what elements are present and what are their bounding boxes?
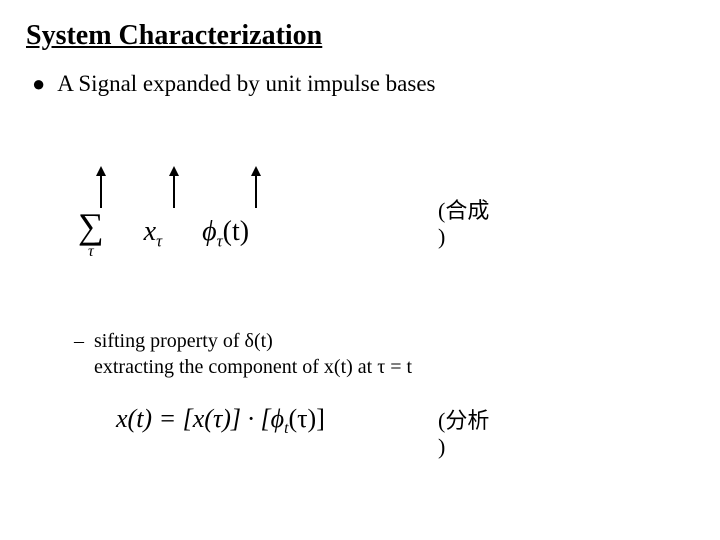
bullet-dot-icon: ● (32, 70, 45, 98)
phi-arg: (t) (223, 216, 249, 247)
sigma-subscript: τ (88, 244, 94, 260)
dash-icon: – (74, 328, 84, 354)
bullet-text: A Signal expanded by unit impulse bases (57, 70, 435, 98)
term-x-sub: τ (156, 232, 162, 251)
sigma-symbol: ∑ (78, 208, 104, 244)
term-phi-tau-t: ϕτ(t) (202, 216, 249, 252)
page-title: System Characterization (26, 20, 694, 52)
anno-synthesis-line1: (合成 (438, 198, 489, 224)
anno-analysis-line1: (分析 (438, 408, 489, 434)
formula2-head: x(t) = [x(τ)] · [ϕ (116, 404, 284, 433)
synthesis-formula-area: ∑ τ xτ ϕτ(t) (合成 ) (78, 208, 694, 328)
phi-symbol: ϕ (202, 216, 217, 247)
term-x-base: x (144, 216, 156, 247)
analysis-formula-area: x(t) = [x(τ)] · [ϕt(τ)] (分析 ) (116, 404, 694, 438)
synthesis-formula: ∑ τ xτ ϕτ(t) (78, 208, 249, 260)
term-x-tau: xτ (144, 216, 162, 252)
bullet-item: ● A Signal expanded by unit impulse base… (26, 70, 694, 98)
sub-bullet-item: – sifting property of δ(t) extracting th… (74, 328, 694, 380)
sub-bullet-line2: extracting the component of x(t) at τ = … (94, 354, 412, 380)
sigma-operator: ∑ τ (78, 208, 104, 260)
sub-bullet-line1: sifting property of δ(t) (94, 328, 412, 354)
sub-bullet-text: sifting property of δ(t) extracting the … (94, 328, 412, 380)
annotation-analysis: (分析 ) (438, 408, 489, 460)
formula2-tail: (τ)] (288, 404, 324, 433)
anno-analysis-line2: ) (438, 434, 489, 460)
arrow-icon (173, 168, 175, 208)
anno-synthesis-line2: ) (438, 224, 489, 250)
arrow-icon (255, 168, 257, 208)
annotation-synthesis: (合成 ) (438, 198, 489, 250)
arrow-icon (100, 168, 102, 208)
analysis-formula: x(t) = [x(τ)] · [ϕt(τ)] (116, 404, 325, 438)
